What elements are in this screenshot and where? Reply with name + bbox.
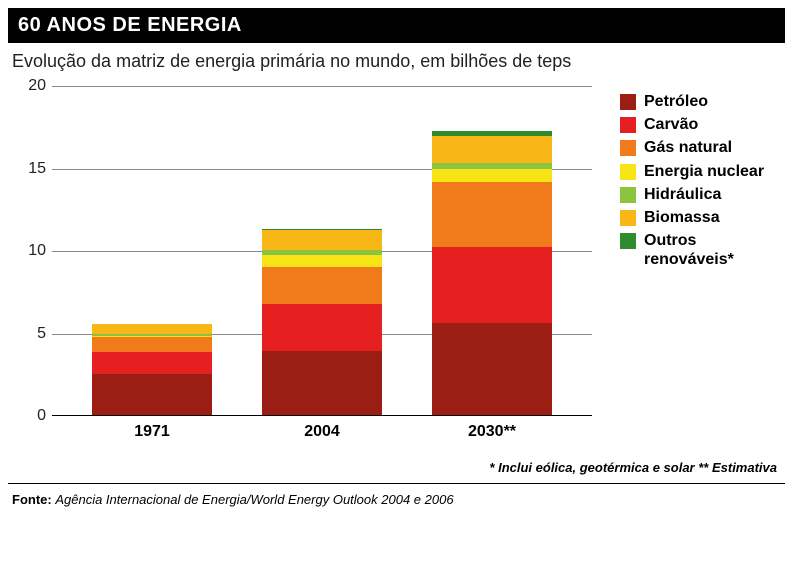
source-line: Fonte: Agência Internacional de Energia/…	[8, 490, 785, 509]
y-axis-label: 15	[12, 160, 46, 178]
segment-Carvão	[262, 304, 382, 350]
segment-Petróleo	[92, 374, 212, 415]
page-title: 60 ANOS DE ENERGIA	[18, 14, 242, 36]
legend-label: Energia nuclear	[644, 162, 764, 181]
segment-Carvão	[432, 247, 552, 323]
source-label: Fonte:	[12, 492, 52, 507]
legend-label: Gás natural	[644, 138, 732, 157]
legend: Petróleo Carvão Gás natural Energia nuclear…	[602, 76, 781, 456]
legend-item: Biomassa	[620, 208, 781, 227]
segment-Outros renováveis*	[262, 229, 382, 231]
segment-Petróleo	[432, 323, 552, 415]
plot-region: 197120042030**	[52, 86, 592, 416]
segment-Hidráulica	[432, 163, 552, 170]
gridline	[52, 86, 592, 87]
legend-item: Petróleo	[620, 92, 781, 111]
legend-item: Outros renováveis*	[620, 231, 781, 269]
legend-label: Outros renováveis*	[644, 231, 781, 269]
legend-swatch	[620, 187, 636, 203]
y-axis-label: 0	[12, 407, 46, 425]
chart-container: 197120042030** 05101520 PetróleoCarvãoGá…	[8, 76, 785, 456]
divider	[8, 483, 785, 484]
x-axis-label: 2030**	[468, 415, 516, 441]
legend-swatch	[620, 164, 636, 180]
segment-Gás natural	[262, 267, 382, 305]
legend-label: Hidráulica	[644, 185, 721, 204]
y-axis-label: 5	[12, 325, 46, 343]
segment-Gás natural	[432, 182, 552, 246]
legend-label: Carvão	[644, 115, 698, 134]
segment-Energia nuclear	[92, 336, 212, 338]
segment-Gás natural	[92, 337, 212, 352]
legend-label: Petróleo	[644, 92, 708, 111]
x-axis-label: 1971	[134, 415, 170, 441]
legend-item: Carvão	[620, 115, 781, 134]
y-axis-label: 10	[12, 242, 46, 260]
legend-item: Energia nuclear	[620, 162, 781, 181]
subtitle: Evolução da matriz de energia primária n…	[8, 43, 785, 76]
segment-Carvão	[92, 352, 212, 373]
legend-item: Hidráulica	[620, 185, 781, 204]
legend-swatch	[620, 94, 636, 110]
segment-Hidráulica	[262, 250, 382, 255]
title-bar: 60 ANOS DE ENERGIA	[8, 8, 785, 43]
segment-Energia nuclear	[262, 255, 382, 267]
legend-label: Biomassa	[644, 208, 720, 227]
segment-Energia nuclear	[432, 169, 552, 182]
legend-swatch	[620, 210, 636, 226]
footnote: * Inclui eólica, geotérmica e solar ** E…	[8, 456, 785, 481]
source-text: Agência Internacional de Energia/World E…	[55, 492, 453, 507]
segment-Biomassa	[262, 230, 382, 250]
segment-Hidráulica	[92, 334, 212, 336]
x-axis-label: 2004	[304, 415, 340, 441]
legend-swatch	[620, 117, 636, 133]
legend-item: Gás natural	[620, 138, 781, 157]
segment-Outros renováveis*	[432, 131, 552, 136]
legend-swatch	[620, 140, 636, 156]
segment-Biomassa	[92, 324, 212, 334]
legend-swatch	[620, 233, 636, 249]
y-axis-label: 20	[12, 77, 46, 95]
segment-Biomassa	[432, 136, 552, 162]
segment-Petróleo	[262, 351, 382, 415]
chart-area: 197120042030** 05101520	[12, 76, 602, 456]
